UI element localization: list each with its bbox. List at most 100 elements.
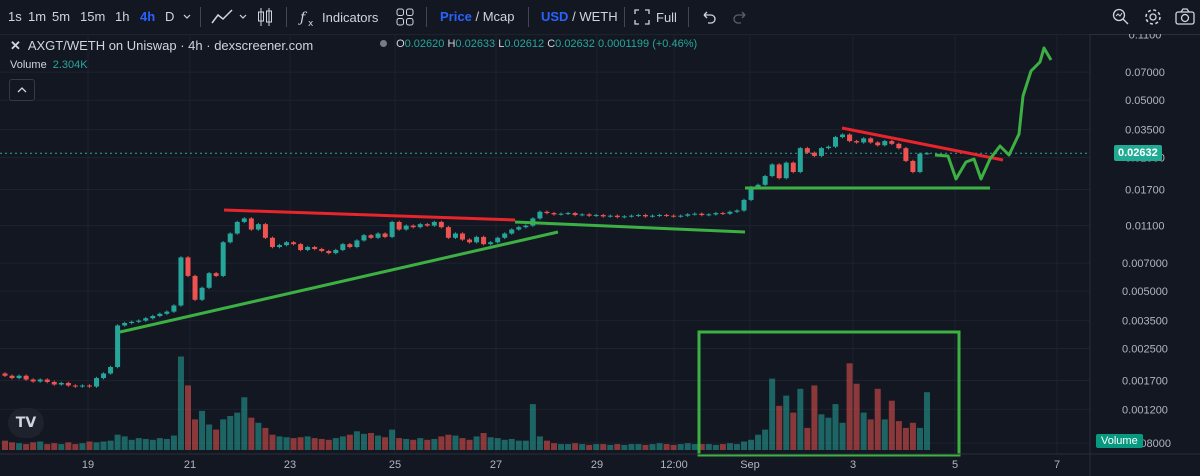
volume-bar <box>748 439 755 450</box>
volume-bar <box>170 435 177 450</box>
chart-type-button[interactable] <box>210 0 234 34</box>
y-tick-label: 0.001200 <box>1122 404 1168 416</box>
interval-15m[interactable]: 15m <box>80 9 106 24</box>
usd-option[interactable]: USD <box>541 9 569 24</box>
snapshot-button[interactable] <box>1175 0 1195 34</box>
volume-bar <box>628 444 635 450</box>
price-option[interactable]: Price <box>440 9 472 24</box>
candle-body <box>333 250 339 254</box>
candle-body <box>699 213 705 216</box>
volume-bar <box>726 443 733 450</box>
volume-bar <box>9 442 16 450</box>
collapse-legend-button[interactable] <box>9 79 35 101</box>
x-tick-label: 29 <box>591 459 603 471</box>
candle-body <box>389 221 395 237</box>
volume-bar <box>888 400 895 450</box>
volume-bar <box>649 444 656 450</box>
candle-body <box>403 225 409 230</box>
interval-1s[interactable]: 1s <box>8 9 22 24</box>
projection-path[interactable] <box>934 46 1053 181</box>
candle-body <box>706 214 712 216</box>
candle-body <box>572 213 578 216</box>
weth-option[interactable]: WETH <box>579 9 618 24</box>
volume-bar <box>572 443 579 450</box>
candle-body <box>340 244 346 251</box>
candle-body <box>431 221 437 226</box>
candle-body <box>804 148 810 153</box>
y-tick-label: 0.01100 <box>1126 221 1165 233</box>
price-mcap-toggle[interactable]: Price / Mcap <box>440 0 514 34</box>
interval-d[interactable]: D <box>165 9 175 24</box>
candles-button[interactable] <box>256 0 274 34</box>
x-tick-label: 21 <box>184 459 196 471</box>
mcap-option[interactable]: Mcap <box>482 9 515 24</box>
currency-toggle[interactable]: USD / WETH <box>541 0 618 34</box>
y-tick-label: 0.003500 <box>1122 316 1168 328</box>
chart-type-dropdown[interactable] <box>238 0 248 34</box>
x-tick-label: 23 <box>284 459 296 471</box>
volume-bar <box>276 436 283 450</box>
volume-bar <box>135 438 142 450</box>
candle-body <box>818 148 824 156</box>
volume-bar <box>614 444 621 450</box>
candle-body <box>474 236 480 243</box>
volume-bar <box>297 437 304 450</box>
volume-bar <box>558 444 565 450</box>
interval-dropdown[interactable] <box>182 0 192 34</box>
candle-body <box>692 213 698 215</box>
candle-body <box>410 225 416 228</box>
candles <box>2 133 930 388</box>
y-tick-label: 0.002500 <box>1122 344 1168 356</box>
search-button[interactable] <box>1112 0 1130 34</box>
resistance-trendline[interactable] <box>223 208 516 222</box>
y-tick-label: 0.001700 <box>1122 375 1168 387</box>
candle-body <box>361 235 367 241</box>
interval-4h[interactable]: 4h <box>140 9 156 24</box>
price-chart[interactable]: 0.11000.070000.050000.035000.025000.0170… <box>0 34 1200 476</box>
interval-5m[interactable]: 5m <box>52 9 71 24</box>
volume-highlight-box[interactable] <box>697 330 961 457</box>
volume-bar <box>332 438 339 450</box>
candle-body <box>30 379 36 382</box>
undo-icon <box>703 11 716 24</box>
redo-button[interactable] <box>733 0 749 34</box>
svg-text:x: x <box>308 19 314 28</box>
descending-trendline[interactable] <box>841 126 1004 162</box>
chevron-down-icon <box>239 14 247 19</box>
tradingview-logo-icon[interactable]: TV <box>8 408 44 438</box>
candle-body <box>516 227 522 230</box>
settings-button[interactable] <box>1144 0 1162 34</box>
candle-body <box>593 215 599 217</box>
volume-bar <box>719 444 726 450</box>
volume-bar <box>543 440 550 450</box>
candle-body <box>657 215 663 217</box>
candle-body <box>185 257 191 276</box>
candle-body <box>741 199 747 211</box>
undo-button[interactable] <box>700 0 716 34</box>
volume-bar <box>262 427 269 450</box>
volume-bar <box>607 444 614 450</box>
chevron-down-icon <box>183 14 191 19</box>
candle-body <box>650 215 656 217</box>
candle-body <box>790 162 796 173</box>
x-tick-label: 3 <box>850 459 856 471</box>
interval-1m[interactable]: 1m <box>28 9 47 24</box>
candle-body <box>607 215 613 217</box>
interval-1h[interactable]: 1h <box>115 9 130 24</box>
volume-bar <box>712 444 719 450</box>
full-button[interactable]: Full <box>634 0 677 34</box>
x-tick-label: 27 <box>490 459 502 471</box>
layout-button[interactable] <box>396 0 414 34</box>
breakout-line[interactable] <box>514 220 746 234</box>
full-label: Full <box>656 9 677 25</box>
candle-body <box>58 382 64 385</box>
candle-body <box>762 176 768 185</box>
candle-body <box>227 233 233 243</box>
candle-body <box>910 160 916 173</box>
support-trendline[interactable] <box>119 230 559 334</box>
indicators-label: Indicators <box>322 9 379 25</box>
candle-body <box>122 323 128 326</box>
candle-body <box>115 325 121 368</box>
